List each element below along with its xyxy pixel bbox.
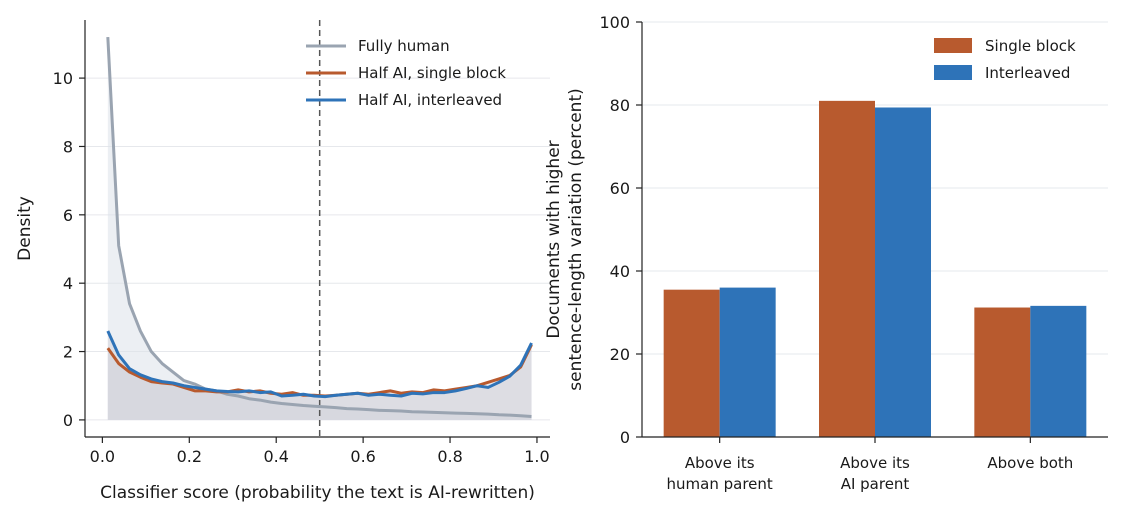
density-lines bbox=[106, 37, 533, 418]
density-yticks: 0 2 4 6 8 10 bbox=[53, 69, 85, 430]
density-ytick-label: 2 bbox=[63, 343, 73, 362]
bar-ylabel: Documents with higher sentence-length var… bbox=[544, 88, 586, 390]
density-xlabel: Classifier score (probability the text i… bbox=[100, 483, 535, 503]
density-xtick-label: 0.0 bbox=[90, 447, 115, 466]
bar-ytick-label: 40 bbox=[610, 262, 630, 281]
bars bbox=[663, 100, 1087, 438]
legend-label: Half AI, single block bbox=[358, 64, 506, 82]
density-ytick-label: 0 bbox=[63, 411, 73, 430]
density-ytick-label: 4 bbox=[63, 274, 73, 293]
legend-label: Interleaved bbox=[985, 64, 1070, 82]
density-legend: Fully human Half AI, single block Half AI,… bbox=[306, 37, 506, 109]
density-fill bbox=[107, 331, 532, 420]
density-fill bbox=[107, 344, 532, 420]
density-xtick-label: 0.8 bbox=[437, 447, 462, 466]
legend-label: Single block bbox=[985, 37, 1076, 55]
bar-ytick-label: 60 bbox=[610, 179, 630, 198]
category-label: Above its human parent bbox=[667, 454, 773, 493]
density-xtick-label: 1.0 bbox=[524, 447, 549, 466]
category-label: Above its AI parent bbox=[840, 454, 910, 493]
legend-label: Fully human bbox=[358, 37, 450, 55]
legend-swatch bbox=[934, 65, 972, 80]
category-label: Above both bbox=[987, 454, 1073, 472]
bar-categories: Above its human parent Above its AI parent A… bbox=[667, 437, 1073, 493]
density-series-line bbox=[106, 37, 532, 418]
bar bbox=[663, 289, 720, 437]
bar bbox=[819, 100, 875, 437]
density-series-line bbox=[106, 330, 533, 399]
density-ytick-label: 6 bbox=[63, 206, 73, 225]
legend-swatch bbox=[934, 38, 972, 53]
bar-ytick-label: 20 bbox=[610, 345, 630, 364]
bar-yticks: 0 20 40 60 80 100 bbox=[599, 13, 642, 447]
density-xtick-label: 0.6 bbox=[350, 447, 375, 466]
bar-ytick-label: 100 bbox=[599, 13, 630, 32]
legend-label: Half AI, interleaved bbox=[358, 91, 502, 109]
density-chart: 0.0 0.2 0.4 0.6 0.8 1.0 0 2 4 6 8 10 Classifier sc… bbox=[15, 20, 550, 503]
bar bbox=[1030, 305, 1087, 437]
bar-legend: Single block Interleaved bbox=[934, 37, 1076, 82]
bar bbox=[974, 307, 1031, 437]
bar-ytick-label: 80 bbox=[610, 96, 630, 115]
bar-ytick-label: 0 bbox=[620, 428, 630, 447]
bar bbox=[875, 107, 931, 438]
density-xticks: 0.0 0.2 0.4 0.6 0.8 1.0 bbox=[90, 437, 550, 466]
density-xtick-label: 0.2 bbox=[177, 447, 202, 466]
density-ytick-label: 10 bbox=[53, 69, 73, 88]
density-xtick-label: 0.4 bbox=[263, 447, 288, 466]
bar bbox=[719, 287, 776, 437]
density-ytick-label: 8 bbox=[63, 137, 73, 156]
density-ylabel: Density bbox=[15, 196, 35, 261]
density-axes bbox=[84, 20, 550, 438]
